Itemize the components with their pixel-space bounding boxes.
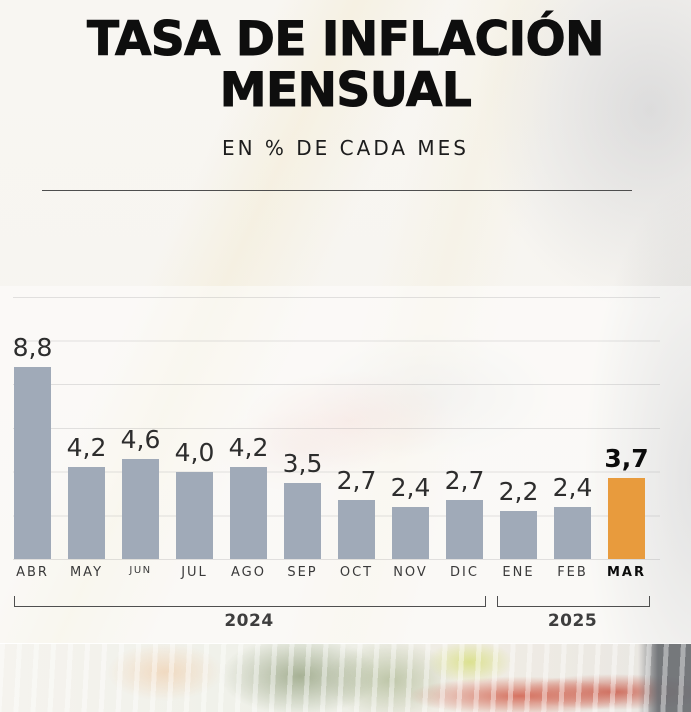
bar-value-label: 2,7 bbox=[444, 466, 485, 495]
month-label-jul: JUL bbox=[181, 565, 208, 580]
month-label-mar: MAR bbox=[606, 565, 646, 580]
bar-nov bbox=[392, 507, 429, 559]
month-label-nov: NOV bbox=[393, 565, 428, 580]
bar-feb bbox=[554, 507, 591, 559]
bar-value-label: 2,2 bbox=[498, 477, 539, 506]
month-label-ene: ENE bbox=[502, 565, 535, 580]
bar-sep bbox=[284, 483, 321, 559]
year-label-2024: 2024 bbox=[224, 611, 274, 631]
bar-oct bbox=[338, 500, 375, 559]
month-label-ago: AGO bbox=[231, 565, 266, 580]
month-label-oct: OCT bbox=[339, 565, 374, 580]
bar-value-label: 2,4 bbox=[552, 473, 593, 502]
bar-ene bbox=[500, 511, 537, 559]
month-label-jun: JUN bbox=[129, 565, 152, 576]
year-label-2025: 2025 bbox=[547, 611, 598, 631]
month-label-dic: DIC bbox=[450, 565, 479, 580]
chart-gridlines bbox=[13, 297, 660, 560]
month-label-sep: SEP bbox=[287, 565, 318, 580]
header-divider bbox=[42, 190, 632, 191]
bar-abr bbox=[14, 367, 51, 559]
bar-value-label: 2,7 bbox=[336, 466, 377, 495]
month-label-abr: ABR bbox=[16, 565, 49, 580]
bar-value-label: 4,6 bbox=[120, 425, 161, 454]
bar-value-label: 2,4 bbox=[390, 473, 431, 502]
bar-value-label: 3,7 bbox=[604, 444, 649, 473]
bar-ago bbox=[230, 467, 267, 559]
bar-value-label: 3,5 bbox=[282, 449, 323, 478]
month-label-feb: FEB bbox=[557, 565, 588, 580]
bar-dic bbox=[446, 500, 483, 559]
bar-jun bbox=[122, 459, 159, 559]
month-label-may: MAY bbox=[69, 565, 104, 580]
page-subtitle: EN % DE CADA MES bbox=[221, 136, 470, 160]
bar-value-label: 8,8 bbox=[12, 333, 53, 362]
bar-value-label: 4,2 bbox=[228, 433, 269, 462]
bar-value-label: 4,0 bbox=[174, 438, 215, 467]
bar-mar bbox=[608, 478, 645, 559]
bar-jul bbox=[176, 472, 213, 559]
bar-value-label: 4,2 bbox=[66, 433, 107, 462]
page-title: TASA DE INFLACIÓN MENSUAL bbox=[87, 12, 605, 118]
year-bracket-2024 bbox=[14, 596, 486, 607]
chart-panel bbox=[0, 286, 691, 643]
background-photo-supermarket-strip bbox=[0, 643, 691, 712]
bar-may bbox=[68, 467, 105, 559]
year-bracket-2025 bbox=[497, 596, 650, 607]
